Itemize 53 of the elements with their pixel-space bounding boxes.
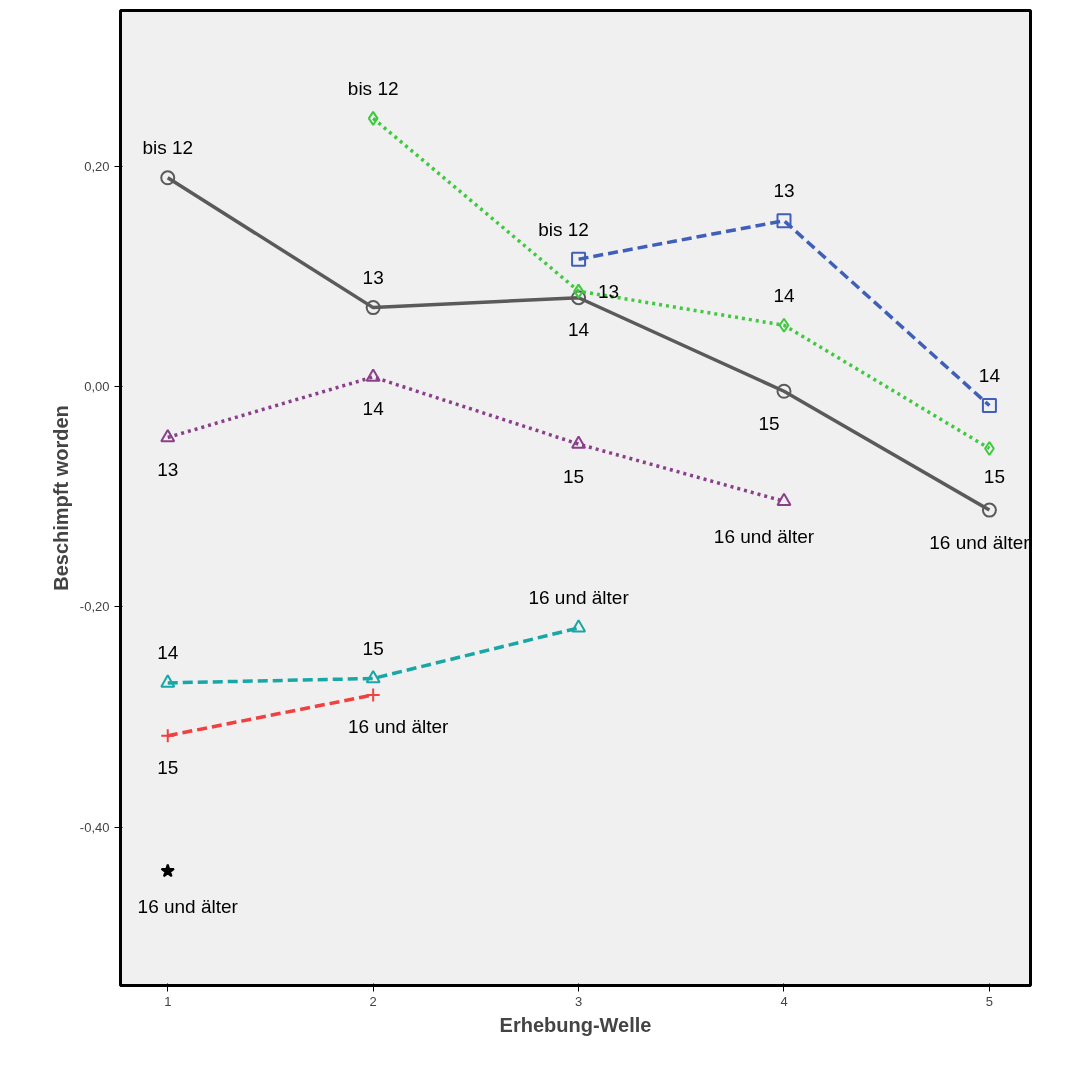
point: [778, 317, 790, 333]
annotation: 16 und älter: [713, 525, 815, 547]
point: [571, 251, 587, 267]
annotation: 13: [157, 458, 179, 480]
point: [160, 863, 175, 878]
annotation: 16 und älter: [137, 895, 239, 917]
point: [160, 170, 176, 186]
x-tick-label: 2: [369, 993, 377, 1009]
annotation: 14: [568, 319, 590, 341]
point: [776, 492, 792, 507]
y-tick-label: -0,20: [79, 599, 110, 615]
x-tick-label: 1: [164, 993, 172, 1009]
point: [571, 290, 587, 306]
annotation: bis 12: [142, 137, 194, 159]
annotation: 13: [598, 280, 620, 302]
point: [981, 502, 997, 518]
annotation: 14: [362, 398, 385, 420]
x-axis-title: Erhebung-Welle: [499, 1013, 652, 1036]
annotation: bis 12: [347, 77, 399, 99]
annotation: 15: [563, 465, 585, 487]
annotation: bis 12: [538, 218, 589, 240]
annotation: 15: [983, 465, 1005, 487]
point: [367, 110, 379, 126]
y-tick-label: -0,40: [79, 819, 110, 835]
annotation: 16 und älter: [528, 587, 630, 609]
point: [160, 728, 176, 744]
annotation: 16 und älter: [929, 531, 1031, 553]
point: [160, 428, 176, 443]
point: [365, 300, 381, 316]
annotation: 14: [157, 642, 179, 664]
annotation: 14: [773, 284, 795, 306]
y-tick-label: 0,00: [84, 379, 110, 395]
point: [365, 368, 381, 382]
point: [365, 687, 381, 703]
point: [776, 383, 792, 399]
annotation: 15: [758, 412, 780, 434]
annotation: 13: [773, 180, 795, 202]
x-tick-label: 4: [780, 993, 788, 1009]
annotation: 14: [978, 365, 1001, 387]
point: [776, 213, 792, 229]
annotation: 13: [362, 267, 384, 289]
point: [981, 398, 997, 414]
point: [160, 674, 176, 688]
annotation: 16 und älter: [347, 716, 450, 738]
annotation: 15: [157, 757, 179, 779]
point: [571, 619, 587, 633]
y-axis-title: Beschimpft worden: [49, 405, 72, 591]
y-tick-label: 0,20: [84, 159, 110, 175]
point: [365, 669, 381, 684]
x-tick-label: 5: [985, 993, 994, 1009]
annotation: 15: [362, 637, 384, 659]
x-tick-label: 3: [574, 993, 583, 1009]
point: [571, 435, 587, 449]
